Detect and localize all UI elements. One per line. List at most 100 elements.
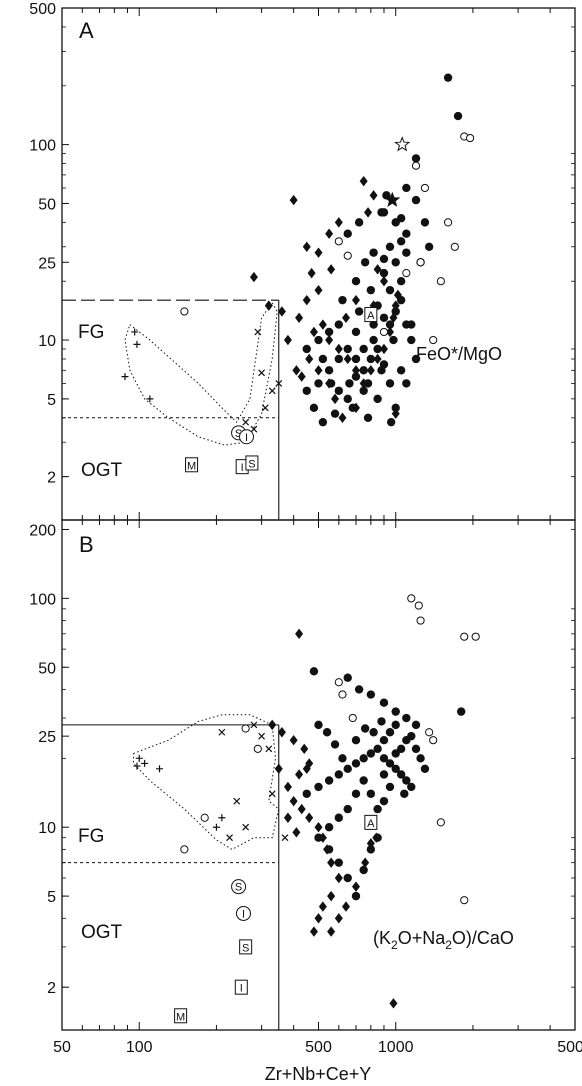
data-point-filled-circle bbox=[420, 764, 430, 774]
data-point-filled-circle bbox=[334, 858, 344, 867]
data-point-filled-circle bbox=[351, 759, 361, 768]
svg-text:S: S bbox=[235, 428, 242, 440]
data-point-cross bbox=[265, 745, 273, 753]
data-point-boxed-letter: A bbox=[364, 307, 378, 323]
x-axis-label: Zr+Nb+Ce+Y bbox=[265, 1064, 372, 1084]
data-point-filled-circle bbox=[309, 403, 319, 413]
data-point-cross bbox=[226, 834, 233, 842]
data-point-filled-circle bbox=[407, 335, 416, 345]
data-point-filled-circle bbox=[379, 698, 389, 707]
data-point-filled-diamond bbox=[314, 284, 323, 296]
data-point-filled-diamond bbox=[302, 241, 311, 252]
data-point-filled-diamond bbox=[327, 264, 336, 275]
data-point-plus bbox=[156, 765, 164, 773]
data-point-filled-circle bbox=[379, 268, 389, 278]
data-point-filled-circle bbox=[400, 789, 409, 798]
x-tick-label: 1000 bbox=[378, 1039, 414, 1056]
x-tick-label: 500 bbox=[305, 1039, 332, 1056]
data-point-plus bbox=[218, 814, 226, 822]
data-point-filled-diamond bbox=[314, 247, 323, 258]
data-point-filled-circle bbox=[351, 327, 361, 337]
data-point-filled-circle bbox=[359, 865, 368, 875]
data-point-filled-circle bbox=[363, 413, 373, 423]
data-point-open-circle bbox=[429, 736, 438, 745]
fg-group-outline bbox=[133, 714, 280, 850]
data-point-filled-circle bbox=[369, 320, 378, 329]
data-point-filled-circle bbox=[373, 804, 382, 814]
panel-a-letter: A bbox=[79, 18, 94, 43]
y-tick-label: 10 bbox=[38, 820, 56, 837]
data-point-filled-circle bbox=[369, 335, 378, 345]
data-point-cross bbox=[233, 797, 241, 805]
data-point-filled-circle bbox=[453, 111, 463, 121]
data-point-filled-diamond bbox=[351, 881, 360, 892]
data-point-cross bbox=[268, 790, 276, 798]
data-point-cross bbox=[250, 425, 258, 433]
data-point-filled-diamond bbox=[289, 795, 298, 807]
data-point-filled-circle bbox=[334, 770, 344, 779]
data-point-filled-circle bbox=[302, 789, 311, 798]
data-point-filled-circle bbox=[302, 344, 311, 354]
data-point-filled-circle bbox=[318, 354, 328, 364]
data-point-filled-diamond bbox=[297, 371, 306, 382]
data-point-filled-circle bbox=[351, 736, 361, 745]
data-point-filled-circle bbox=[379, 796, 389, 806]
data-point-cross bbox=[258, 369, 266, 377]
data-point-open-circle bbox=[334, 237, 343, 246]
data-point-cross bbox=[268, 387, 276, 395]
data-point-filled-circle bbox=[351, 891, 361, 901]
data-point-filled-circle bbox=[377, 208, 386, 217]
data-point-filled-diamond bbox=[334, 343, 343, 355]
data-point-filled-diamond bbox=[277, 727, 286, 738]
data-point-filled-circle bbox=[369, 728, 378, 737]
data-point-filled-circle bbox=[314, 720, 323, 730]
data-point-filled-circle bbox=[354, 685, 364, 694]
data-point-filled-circle bbox=[334, 813, 344, 822]
svg-text:A: A bbox=[367, 310, 375, 322]
data-point-filled-diamond bbox=[389, 312, 398, 323]
data-point-open-circle bbox=[471, 632, 480, 641]
data-point-open-circle bbox=[416, 616, 425, 625]
svg-text:I: I bbox=[241, 462, 244, 474]
data-point-filled-diamond bbox=[318, 901, 327, 912]
data-point-filled-diamond bbox=[305, 353, 314, 365]
panel-b-ylabel: (K2O+Na2O)/CaO bbox=[373, 928, 514, 952]
data-point-filled-circle bbox=[396, 237, 406, 246]
panel-b-frame bbox=[61, 519, 576, 1031]
data-point-filled-circle bbox=[379, 313, 389, 322]
data-point-filled-diamond bbox=[314, 365, 323, 376]
data-point-filled-circle bbox=[379, 754, 389, 763]
data-point-filled-circle bbox=[411, 154, 421, 163]
data-point-filled-diamond bbox=[318, 319, 327, 330]
data-point-filled-diamond bbox=[327, 890, 336, 902]
data-point-filled-circle bbox=[338, 754, 347, 763]
data-point-filled-circle bbox=[385, 728, 395, 737]
data-point-filled-diamond bbox=[361, 857, 370, 868]
panel-b-letter: B bbox=[79, 532, 94, 557]
data-point-filled-circle bbox=[338, 295, 347, 305]
data-point-filled-circle bbox=[424, 242, 434, 251]
data-point-filled-diamond bbox=[277, 306, 286, 317]
data-point-filled-circle bbox=[343, 764, 352, 774]
data-point-filled-circle bbox=[396, 366, 406, 375]
data-point-filled-circle bbox=[407, 320, 416, 329]
data-point-filled-circle bbox=[366, 354, 376, 364]
data-point-open-circle bbox=[416, 258, 425, 267]
data-point-filled-circle bbox=[396, 770, 406, 779]
data-point-filled-circle bbox=[359, 366, 368, 375]
x-tick-label: 50 bbox=[53, 1039, 71, 1056]
data-point-cross bbox=[275, 379, 283, 387]
data-point-filled-diamond bbox=[338, 412, 347, 424]
data-point-filled-circle bbox=[351, 354, 361, 364]
data-point-cross bbox=[254, 328, 262, 336]
data-point-filled-circle bbox=[385, 285, 395, 295]
data-point-filled-circle bbox=[411, 195, 421, 205]
data-point-open-circle bbox=[180, 845, 189, 854]
data-point-open-circle bbox=[436, 277, 445, 286]
data-point-filled-circle bbox=[334, 354, 344, 364]
data-point-filled-circle bbox=[366, 285, 376, 295]
data-point-plus bbox=[141, 759, 149, 767]
data-point-filled-diamond bbox=[379, 343, 388, 355]
